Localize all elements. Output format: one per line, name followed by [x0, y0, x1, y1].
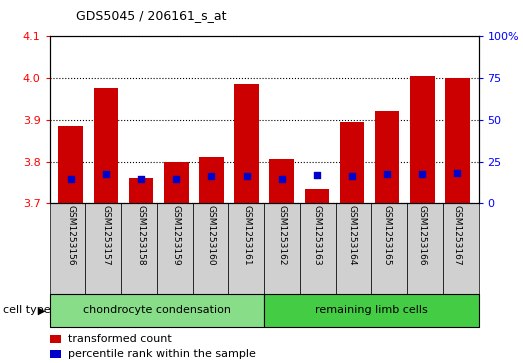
Text: cell type: cell type: [3, 305, 50, 315]
Bar: [199, 158, 224, 203]
Bar: [234, 84, 259, 203]
Point: [418, 171, 426, 177]
Point: [172, 176, 180, 182]
Point: [137, 176, 145, 182]
Bar: [375, 111, 400, 203]
Text: GDS5045 / 206161_s_at: GDS5045 / 206161_s_at: [76, 9, 226, 22]
Point: [278, 176, 286, 182]
Text: transformed count: transformed count: [68, 334, 172, 344]
Bar: [164, 162, 188, 203]
Point: [66, 176, 75, 182]
Point: [453, 170, 462, 176]
Bar: [129, 178, 153, 203]
Bar: [59, 126, 83, 203]
Text: chondrocyte condensation: chondrocyte condensation: [83, 305, 231, 315]
Point: [313, 172, 321, 178]
Bar: [304, 189, 329, 203]
Text: remaining limb cells: remaining limb cells: [315, 305, 428, 315]
Bar: [445, 78, 470, 203]
Point: [207, 173, 215, 179]
Point: [242, 173, 251, 179]
Text: ▶: ▶: [38, 305, 45, 315]
Bar: [340, 122, 365, 203]
Point: [348, 173, 356, 179]
Bar: [269, 159, 294, 203]
Point: [383, 171, 391, 177]
Text: percentile rank within the sample: percentile rank within the sample: [68, 349, 256, 359]
Bar: [410, 76, 435, 203]
Point: [102, 171, 110, 177]
Bar: [94, 89, 118, 203]
